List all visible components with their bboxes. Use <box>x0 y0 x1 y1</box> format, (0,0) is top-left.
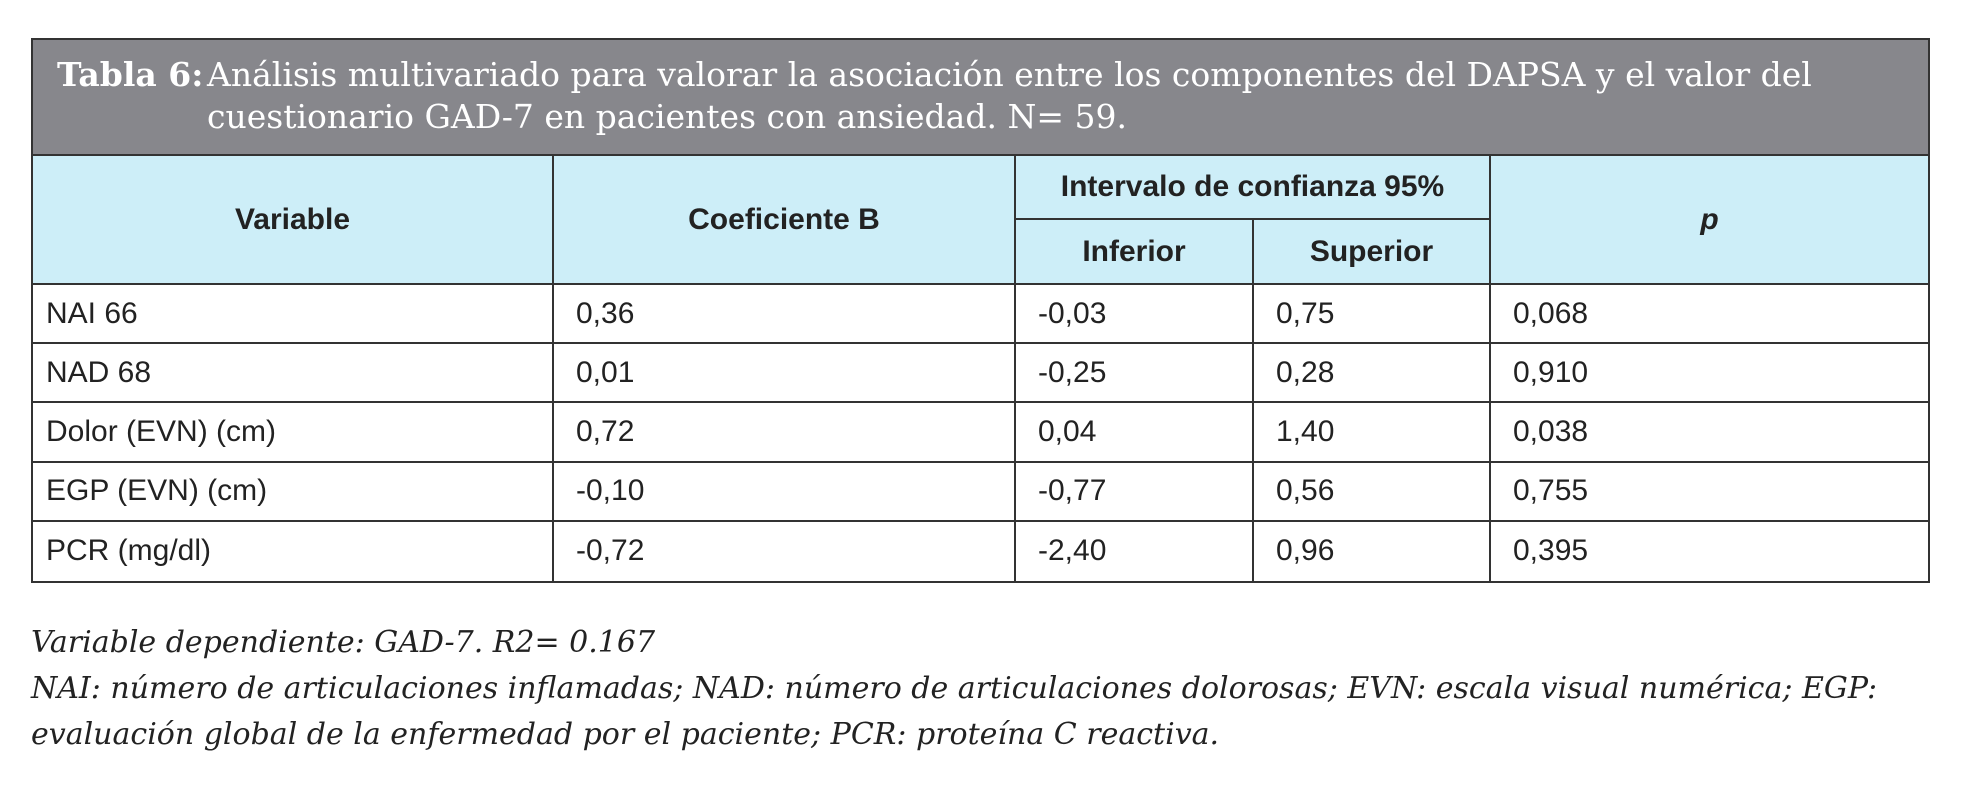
table-cell: 0,28 <box>1254 344 1491 404</box>
table-cell: 0,56 <box>1254 462 1491 522</box>
table-cell: -0,77 <box>1016 462 1254 522</box>
header-cell: Inferior <box>1016 220 1254 285</box>
table-cell: PCR (mg/dl) <box>33 521 554 581</box>
table-cell: -2,40 <box>1016 521 1254 581</box>
table-cell: 0,36 <box>554 285 1016 345</box>
header-cell: Superior <box>1254 220 1491 285</box>
notes: Variable dependiente: GAD-7. R2= 0.167 N… <box>31 620 1931 758</box>
table-cell: 0,755 <box>1491 463 1928 522</box>
table: Tabla 6: Análisis multivariado para valo… <box>31 38 1930 583</box>
table-cell: 0,068 <box>1491 285 1928 345</box>
table-cell: EGP (EVN) (cm) <box>33 462 554 522</box>
table-cell: 0,038 <box>1491 403 1928 463</box>
header-cell: Intervalo de confianza 95% <box>1016 156 1491 220</box>
table-cell: -0,10 <box>554 462 1016 522</box>
table-cell: Dolor (EVN) (cm) <box>33 403 554 463</box>
header-cell: p <box>1491 156 1928 285</box>
table-cell: 0,75 <box>1254 285 1491 345</box>
note: NAI: número de articulaciones inflamadas… <box>31 671 1878 752</box>
table-cell: 0,910 <box>1491 344 1928 404</box>
table-title-bar: Tabla 6: Análisis multivariado para valo… <box>33 40 1928 156</box>
header-cell: Coeficiente B <box>554 156 1016 285</box>
table-cell: 0,395 <box>1513 534 1589 568</box>
table-grid: Variable Coeficiente B Intervalo de confia… <box>33 156 1928 581</box>
table-cell: 0,01 <box>554 344 1016 404</box>
table-title: Análisis multivariado para valorar la as… <box>207 55 1812 136</box>
table-cell: 1,40 <box>1254 403 1491 463</box>
note: Variable dependiente: GAD-7. R2= 0.167 <box>31 625 656 660</box>
table-cell: 0,04 <box>1016 403 1254 463</box>
header-cell: Variable <box>33 156 554 285</box>
table-cell: 0,96 <box>1254 521 1491 581</box>
table-cell: -0,25 <box>1016 344 1254 404</box>
table-cell: -0,72 <box>554 521 1016 581</box>
table-cell: 0,72 <box>554 403 1016 463</box>
table-label: Tabla 6: <box>57 55 204 94</box>
table-cell: NAI 66 <box>33 285 554 345</box>
table-cell: -0,03 <box>1016 285 1254 345</box>
table-cell: NAD 68 <box>33 344 554 404</box>
